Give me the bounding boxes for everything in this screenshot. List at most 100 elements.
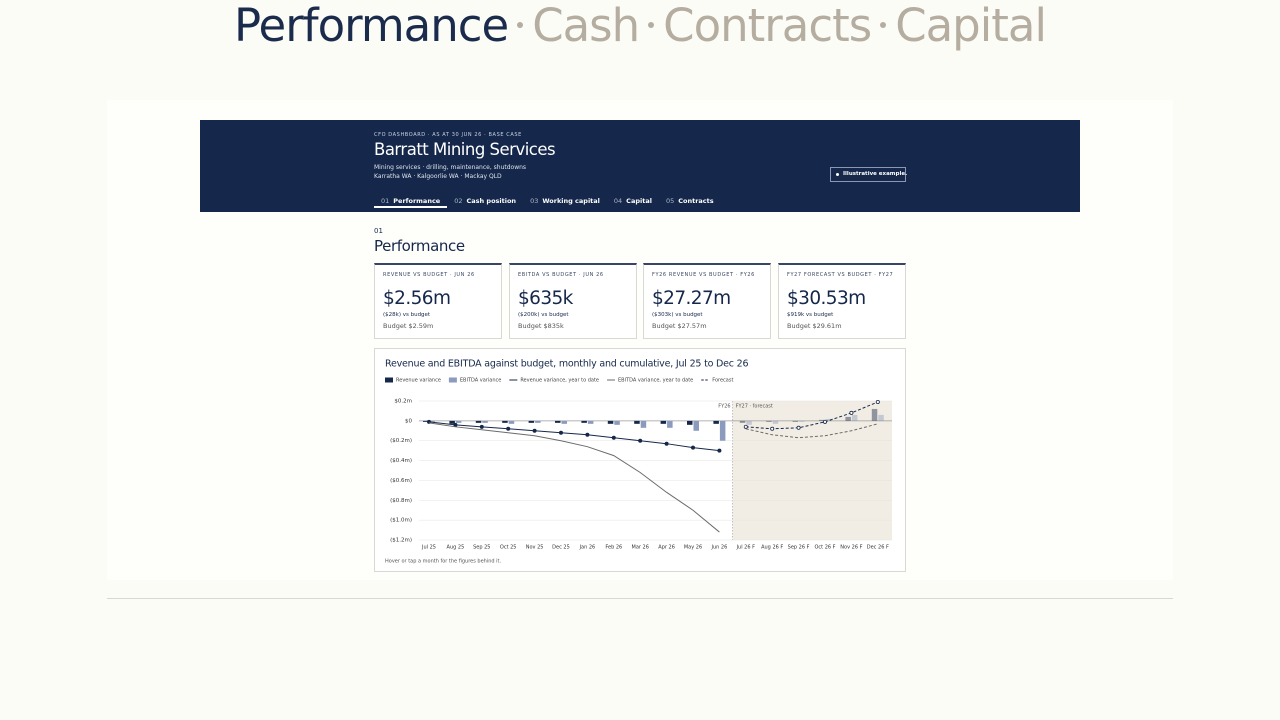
badge: Illustrative example.	[830, 167, 908, 182]
marker	[506, 426, 511, 431]
kpi-card: FY27 FORECAST VS BUDGET · FY27 $30.53m $91…	[778, 263, 906, 339]
x-tick-label: Aug 26 F	[761, 545, 783, 551]
kpi-label: EBITDA VS BUDGET · JUN 26	[518, 272, 604, 278]
tab[interactable]: 04 Capital	[607, 193, 659, 208]
bar	[819, 419, 825, 421]
y-tick-label: ($0.4m)	[390, 458, 412, 464]
bar	[449, 420, 455, 424]
top-nav: Performance Cash Contracts Capital	[0, 0, 1280, 52]
bar	[475, 420, 482, 423]
kpi-budget: Budget $27.57m	[652, 322, 707, 330]
nav-link[interactable]: Cash	[532, 0, 640, 52]
x-tick-label: Apr 26	[658, 545, 675, 551]
marker	[875, 399, 880, 404]
kpi-value: $635k	[518, 288, 573, 309]
legend-swatch	[448, 377, 457, 383]
line	[745, 423, 878, 439]
tab[interactable]: 03 Working capital	[523, 193, 607, 208]
separator-dot	[880, 22, 887, 28]
bar	[660, 420, 667, 424]
bar	[587, 420, 594, 424]
kpi-card: EBITDA VS BUDGET · JUN 26 $635k ($200k) vs…	[509, 263, 637, 339]
nav-link[interactable]: Contracts	[663, 0, 872, 52]
kpi-label: FY26 REVENUE VS BUDGET · FY26	[652, 272, 755, 278]
line	[428, 422, 720, 533]
kpi-value: $2.56m	[383, 288, 451, 309]
legend-label: EBITDA variance	[460, 378, 501, 384]
y-tick-label: $0.2m	[394, 399, 412, 405]
forecast-label: FY27 · forecast	[736, 404, 773, 410]
badge-dot	[836, 173, 839, 176]
marker	[849, 410, 854, 415]
legend-label: Forecast	[712, 378, 733, 384]
marker	[611, 435, 616, 440]
y-tick-label: ($0.6m)	[390, 478, 412, 484]
company-name: Barratt Mining Services	[374, 140, 556, 159]
nav-link[interactable]: Performance	[234, 0, 509, 52]
bar	[792, 420, 799, 422]
kpi-label: FY27 FORECAST VS BUDGET · FY27	[787, 272, 894, 278]
bar	[825, 418, 831, 421]
kpi-budget: Budget $29.61m	[787, 322, 842, 330]
kpi-variance: ($28k) vs budget	[383, 312, 431, 318]
chart-card: Revenue and EBITDA against budget, month…	[374, 348, 906, 572]
x-tick-label: Oct 25	[500, 545, 517, 551]
marker	[479, 424, 484, 429]
chart: Revenue and EBITDA against budget, month…	[385, 359, 892, 565]
y-tick-label: ($0.2m)	[390, 438, 412, 444]
bar	[739, 420, 746, 423]
kpi-variance: ($200k) vs budget	[518, 312, 569, 318]
section-title: Performance	[374, 237, 465, 255]
locations: Karratha WA · Kalgoorlie WA · Mackay QLD	[374, 173, 502, 180]
bar	[555, 420, 561, 423]
y-tick-label: $0	[405, 418, 412, 424]
legend-label: Revenue variance, year to date	[520, 378, 599, 384]
bar	[713, 420, 719, 424]
x-tick-label: Mar 26	[632, 545, 649, 551]
y-tick-label: ($1.0m)	[390, 518, 412, 524]
separator-dot	[648, 22, 655, 28]
tab[interactable]: 02 Cash position	[447, 193, 523, 208]
tab[interactable]: 05 Contracts	[659, 193, 721, 208]
marker	[770, 426, 775, 431]
x-tick-label: Jul 25	[421, 545, 436, 551]
badge-text: Illustrative example.	[843, 171, 908, 177]
x-tick-label: Jul 26 F	[736, 545, 756, 551]
tab-number: 04	[613, 197, 623, 205]
x-tick-label: Sep 25	[473, 545, 490, 551]
nav-link[interactable]: Capital	[895, 0, 1047, 52]
bar	[581, 420, 587, 423]
marker	[796, 425, 801, 430]
marker	[558, 430, 563, 435]
kpi-card: FY26 REVENUE VS BUDGET · FY26 $27.27m ($30…	[643, 263, 771, 339]
marker	[532, 428, 537, 433]
x-tick-label: Nov 26 F	[840, 545, 862, 551]
kpi-card: REVENUE VS BUDGET · JUN 26 $2.56m ($28k) v…	[374, 263, 502, 339]
tab-number: 01	[381, 197, 390, 205]
tab[interactable]: 01 Performance	[374, 193, 448, 208]
section-number: 01	[374, 227, 383, 235]
kpi-variance: ($303k) vs budget	[652, 312, 703, 318]
bar	[508, 420, 515, 424]
bar	[614, 420, 620, 425]
bar	[772, 420, 779, 424]
marker	[453, 422, 458, 427]
tab-label: Working capital	[542, 197, 600, 205]
bar	[455, 420, 462, 423]
line	[428, 421, 720, 452]
tab-label: Performance	[393, 197, 441, 205]
x-tick-label: Sep 26 F	[788, 545, 810, 551]
marker	[717, 448, 722, 453]
header	[200, 120, 1080, 212]
marker	[638, 438, 643, 443]
tabs: 01 Performance 02 Cash position 03 Working ca…	[374, 193, 721, 213]
tab-label: Cash position	[466, 197, 517, 205]
bar	[719, 420, 726, 441]
kpi-budget: Budget $835k	[518, 322, 564, 330]
bar	[851, 414, 858, 421]
x-tick-label: Jun 26	[711, 545, 728, 551]
kpi-budget: Budget $2.59m	[383, 322, 434, 330]
actual-label: FY26	[718, 404, 730, 410]
bar	[667, 420, 673, 428]
bar	[561, 420, 567, 424]
